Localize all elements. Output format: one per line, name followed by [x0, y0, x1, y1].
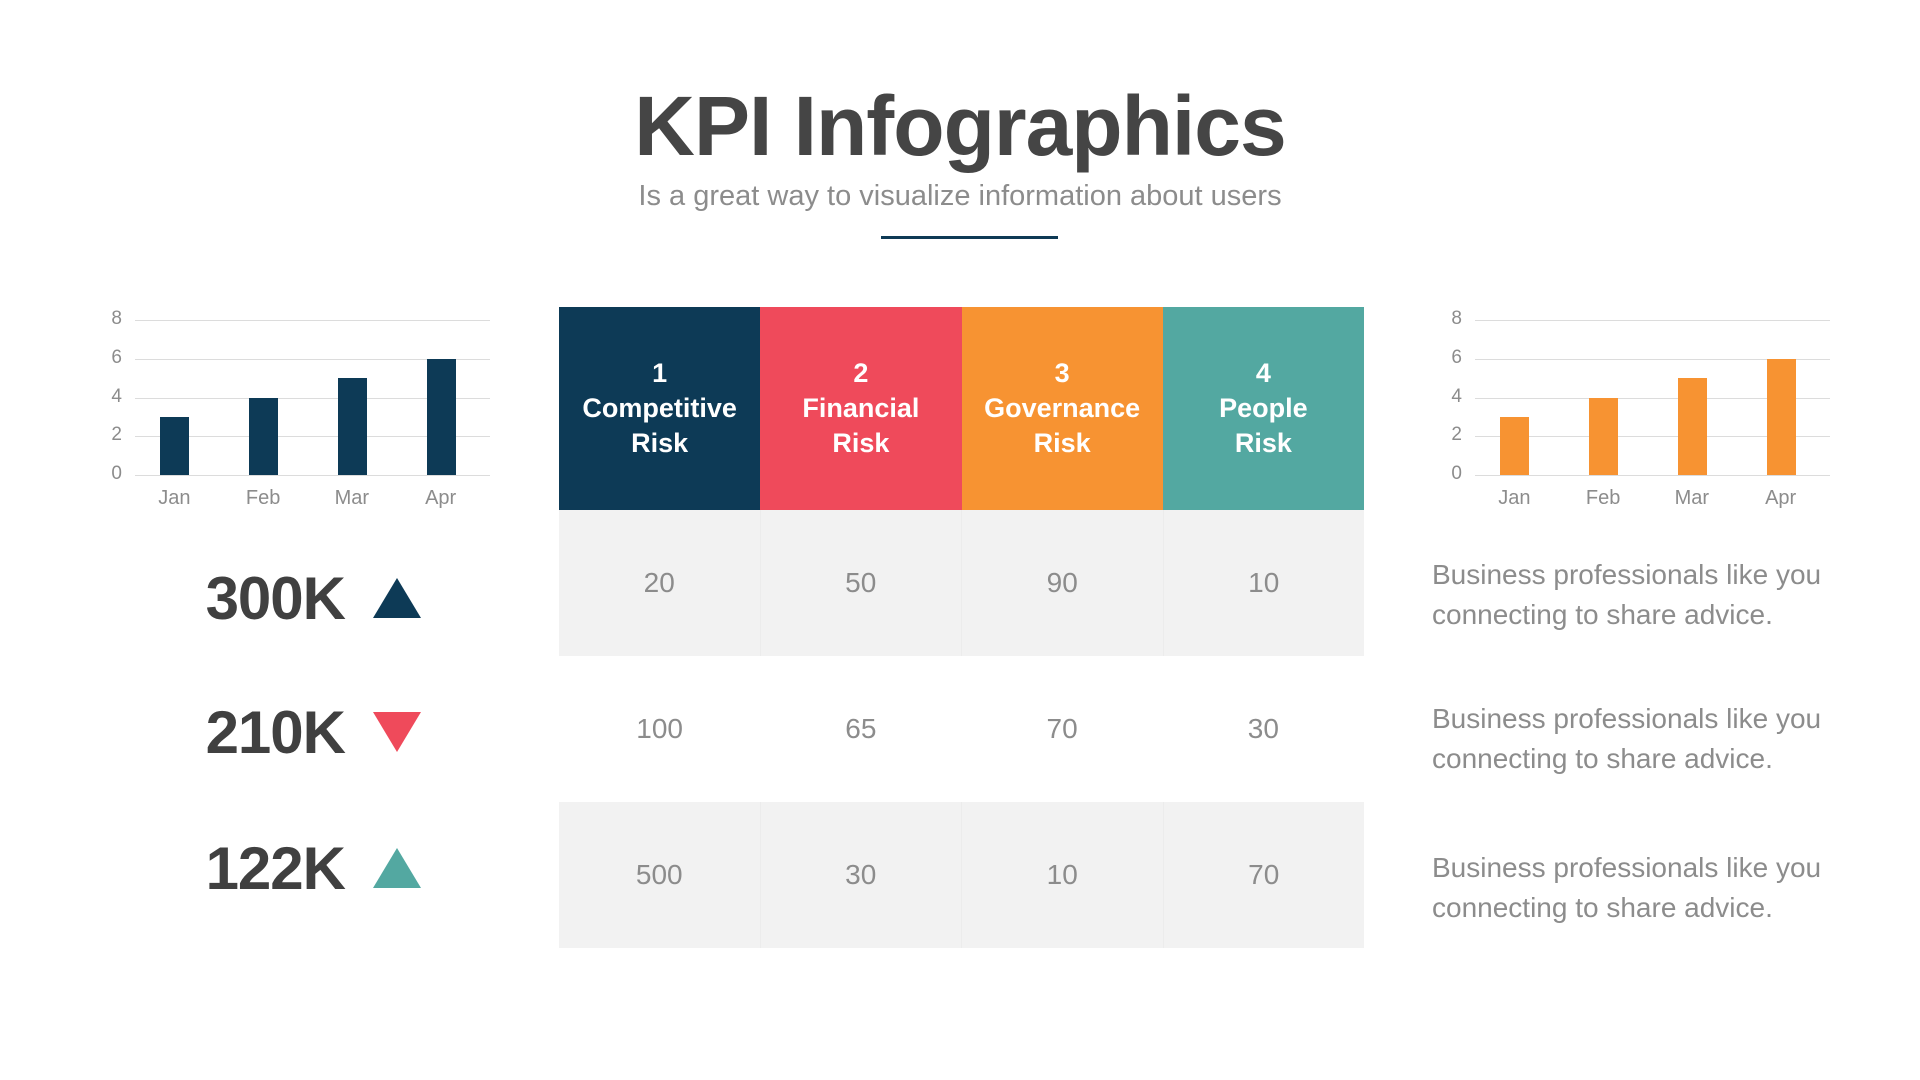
- y-tick-label: 0: [1451, 463, 1462, 484]
- x-tick-label: Mar: [334, 487, 370, 509]
- y-tick-label: 2: [111, 424, 122, 446]
- table-header-row: 1 Competitive Risk 2 Financial Risk 3 Go…: [559, 307, 1364, 510]
- bar-apr: [1766, 358, 1796, 475]
- table-row: 100 65 70 30: [559, 656, 1364, 802]
- x-tick-label: Apr: [425, 487, 457, 509]
- table-cell: 65: [845, 713, 877, 744]
- table-cell: 10: [1163, 510, 1364, 656]
- y-tick-label: 8: [111, 308, 122, 329]
- bar-jan: [160, 416, 190, 475]
- kpi-value: 210K: [205, 698, 346, 766]
- kpi-item: 210K: [180, 692, 440, 772]
- gridline: [1475, 436, 1830, 438]
- y-tick-label: 0: [111, 463, 122, 484]
- x-tick-label: Mar: [1674, 487, 1710, 509]
- header-financial-risk: 2 Financial Risk: [760, 307, 962, 510]
- x-tick-label: Apr: [1765, 487, 1797, 509]
- right-bar-chart: 8 6 4 2 0 Jan Feb Mar Apr: [1440, 305, 1840, 509]
- y-tick-label: 8: [1451, 308, 1462, 329]
- bar-jan: [1500, 416, 1530, 475]
- description-text: Business professionals like you connecti…: [1432, 703, 1822, 774]
- gridline: [1475, 475, 1830, 476]
- title-underline-divider: [881, 236, 1058, 239]
- bar-mar: [1677, 378, 1707, 475]
- gridline: [135, 436, 490, 438]
- table-cell: 90: [962, 510, 1164, 656]
- gridline: [1475, 358, 1830, 360]
- x-tick-label: Jan: [158, 487, 191, 509]
- table-cell: 100: [636, 713, 683, 744]
- page-title: KPI Infographics: [634, 79, 1286, 173]
- page-subtitle: Is a great way to visualize information …: [638, 180, 1282, 212]
- bar-mar: [337, 378, 367, 475]
- y-tick-label: 4: [1451, 385, 1462, 407]
- table-cell: 70: [1046, 713, 1078, 744]
- table-cell: 30: [1247, 713, 1279, 744]
- gridline: [135, 397, 490, 399]
- gridline: [135, 358, 490, 360]
- bar-feb: [1589, 397, 1619, 475]
- kpi-value: 300K: [205, 564, 346, 632]
- left-bar-chart: 8 6 4 2 0 Jan Feb Mar Apr: [100, 305, 500, 509]
- x-tick-label: Feb: [245, 487, 281, 509]
- y-tick-label: 2: [1451, 424, 1462, 446]
- triangle-up-icon: [373, 848, 421, 888]
- bar-feb: [249, 397, 279, 475]
- table-cell: 30: [760, 802, 962, 948]
- gridline: [1475, 397, 1830, 399]
- y-tick-label: 6: [111, 346, 122, 368]
- triangle-down-icon: [373, 712, 421, 752]
- description-text: Business professionals like you connecti…: [1432, 559, 1822, 630]
- header-competitive-risk: 1 Competitive Risk: [559, 307, 761, 510]
- gridline: [1475, 320, 1830, 321]
- kpi-item: 122K: [180, 828, 440, 908]
- table-cell: 50: [760, 510, 962, 656]
- gridline: [135, 320, 490, 321]
- gridline: [135, 475, 490, 476]
- table-row: 20 50 90 10: [559, 510, 1364, 656]
- triangle-up-icon: [373, 578, 421, 618]
- table-cell: 10: [962, 802, 1164, 948]
- table-cell: 70: [1163, 802, 1364, 948]
- x-tick-label: Jan: [1498, 487, 1531, 509]
- bar-apr: [426, 358, 456, 475]
- y-tick-label: 6: [1451, 346, 1462, 368]
- x-tick-label: Feb: [1585, 487, 1621, 509]
- table-cell: 20: [559, 510, 761, 656]
- header-governance-risk: 3 Governance Risk: [961, 307, 1163, 510]
- y-tick-label: 4: [111, 385, 122, 407]
- risk-table: 1 Competitive Risk 2 Financial Risk 3 Go…: [559, 307, 1364, 948]
- description-text: Business professionals like you connecti…: [1432, 852, 1822, 923]
- kpi-value: 122K: [205, 834, 346, 902]
- table-row: 500 30 10 70: [559, 802, 1364, 948]
- header-people-risk: 4 People Risk: [1162, 307, 1364, 510]
- table-cell: 500: [559, 802, 761, 948]
- kpi-item: 300K: [180, 558, 440, 638]
